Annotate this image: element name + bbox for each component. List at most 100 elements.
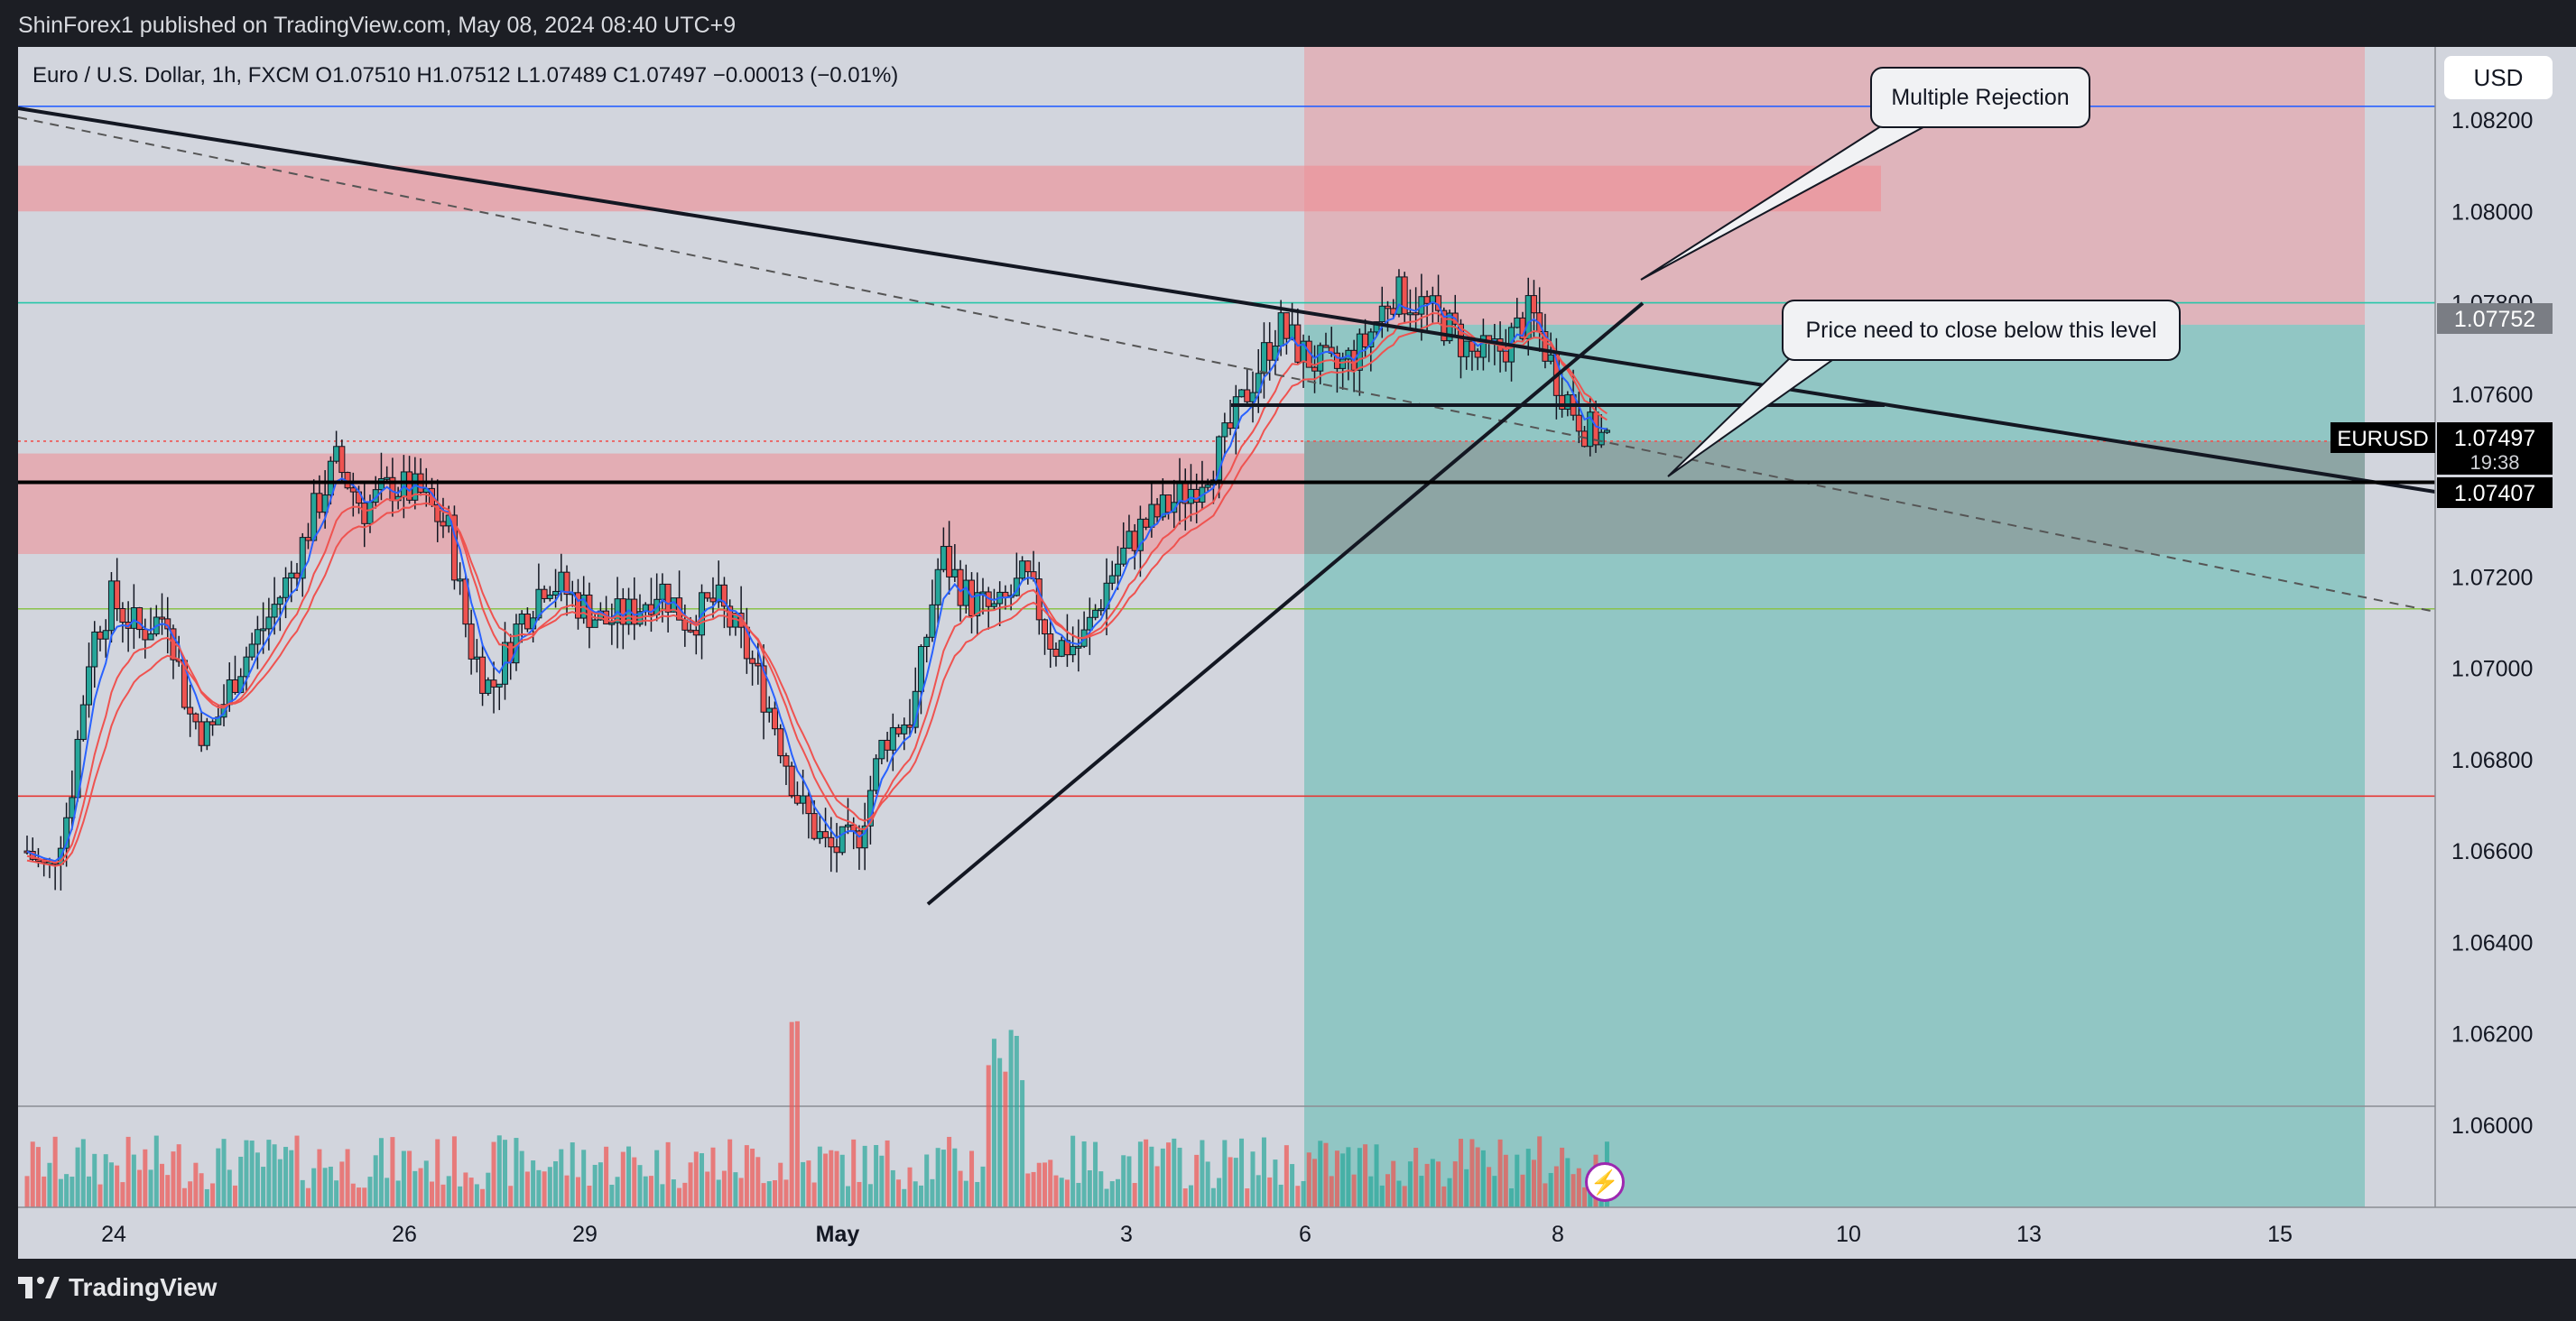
candle-body bbox=[552, 590, 560, 596]
candle-body bbox=[861, 825, 868, 849]
volume-bar bbox=[1200, 1140, 1205, 1207]
candle-body bbox=[659, 583, 666, 600]
callout-close-below[interactable]: Price need to close below this level bbox=[1782, 300, 2181, 361]
volume-bar bbox=[1543, 1183, 1548, 1207]
volume-bar bbox=[362, 1187, 367, 1207]
candle-body bbox=[1108, 575, 1116, 584]
candle-body bbox=[304, 537, 311, 541]
volume-bar bbox=[24, 1176, 30, 1207]
volume-bar bbox=[1098, 1171, 1104, 1207]
candle-body bbox=[755, 662, 762, 667]
volume-bar bbox=[311, 1168, 317, 1207]
volume-bar bbox=[755, 1157, 761, 1207]
volume-bar bbox=[1374, 1144, 1379, 1207]
candle-body bbox=[895, 726, 903, 734]
candle-body bbox=[485, 679, 492, 694]
volume-bar bbox=[997, 1058, 1003, 1207]
volume-bar bbox=[1469, 1139, 1475, 1207]
candle-body bbox=[450, 514, 458, 581]
volume-bar bbox=[294, 1135, 300, 1207]
volume-bar bbox=[153, 1135, 159, 1207]
candle-body bbox=[338, 446, 346, 474]
callout-multiple-rejection[interactable]: Multiple Rejection bbox=[1870, 67, 2090, 128]
volume-bar bbox=[969, 1150, 975, 1207]
price-tick-label: 1.08200 bbox=[2451, 108, 2533, 134]
candle-body bbox=[1457, 323, 1464, 357]
volume-bar bbox=[148, 1169, 153, 1207]
candle-body bbox=[800, 795, 807, 804]
volume-bar bbox=[1154, 1166, 1160, 1207]
axes-layer: 1.082001.080001.078001.076001.072001.070… bbox=[18, 47, 2576, 1259]
candle-body bbox=[1603, 430, 1610, 433]
volume-bar bbox=[648, 1176, 653, 1207]
tradingview-brand[interactable]: TradingView bbox=[18, 1270, 217, 1306]
candle-body bbox=[473, 656, 480, 660]
candle-body bbox=[299, 537, 306, 579]
volume-bar bbox=[1340, 1153, 1346, 1207]
volume-bar bbox=[862, 1145, 867, 1207]
volume-bar bbox=[131, 1154, 136, 1207]
candle-body bbox=[187, 707, 194, 715]
candle-body bbox=[1311, 366, 1319, 372]
lightning-icon[interactable]: ⚡ bbox=[1585, 1162, 1625, 1202]
volume-bar bbox=[165, 1175, 171, 1207]
volume-bar bbox=[1025, 1173, 1031, 1207]
candle-body bbox=[856, 830, 863, 849]
price-tick-label: 1.07600 bbox=[2451, 383, 2533, 408]
volume-bar bbox=[1553, 1166, 1559, 1207]
candle-body bbox=[1266, 342, 1274, 361]
candle-body bbox=[400, 471, 407, 497]
ema-fast-line bbox=[26, 300, 1608, 863]
candle-body bbox=[310, 493, 318, 541]
support-zone bbox=[18, 453, 1304, 554]
upper-level-tag bbox=[2437, 303, 2553, 334]
volume-bar bbox=[575, 1177, 580, 1207]
volume-bar bbox=[204, 1188, 209, 1207]
volume-bar bbox=[738, 1178, 744, 1207]
candle-body bbox=[86, 666, 93, 706]
volume-bar bbox=[1267, 1177, 1273, 1207]
volume-bar bbox=[935, 1148, 941, 1207]
volume-bar bbox=[907, 1167, 913, 1207]
currency-button[interactable]: USD bbox=[2444, 56, 2553, 99]
volume-bar bbox=[1487, 1167, 1492, 1207]
candle-body bbox=[231, 679, 238, 693]
volume-bar bbox=[1391, 1160, 1396, 1207]
volume-bar bbox=[1245, 1188, 1250, 1207]
volume-bar bbox=[879, 1155, 885, 1207]
candle-body bbox=[1474, 350, 1481, 358]
volume-bar bbox=[1053, 1175, 1059, 1207]
volume-bar bbox=[773, 1180, 778, 1207]
price-tick-label: 1.06800 bbox=[2451, 748, 2533, 773]
volume-bar bbox=[1290, 1164, 1295, 1207]
time-axis-bg bbox=[18, 1207, 2576, 1259]
volume-bar bbox=[620, 1151, 625, 1207]
candle-body bbox=[929, 604, 936, 638]
volume-bar bbox=[857, 1181, 862, 1207]
volume-bar bbox=[924, 1154, 930, 1207]
volume-bar bbox=[710, 1147, 716, 1207]
candle-body bbox=[1193, 488, 1200, 503]
candle-body bbox=[917, 646, 924, 692]
candle-body bbox=[1187, 488, 1194, 504]
candle-body bbox=[1092, 609, 1099, 618]
candle-body bbox=[951, 568, 959, 577]
volume-bar bbox=[531, 1160, 536, 1207]
volume-bar bbox=[958, 1170, 963, 1207]
volume-bar bbox=[52, 1136, 58, 1207]
volume-bar bbox=[700, 1153, 705, 1207]
volume-bar bbox=[632, 1157, 637, 1207]
volume-bar bbox=[1385, 1174, 1390, 1207]
candle-body bbox=[321, 494, 329, 513]
volume-bar bbox=[1059, 1178, 1064, 1207]
candle-body bbox=[1413, 312, 1420, 316]
volume-bar bbox=[1048, 1159, 1053, 1207]
candle-body bbox=[1514, 317, 1521, 328]
volume-bar bbox=[115, 1165, 120, 1207]
callout-text: Multiple Rejection bbox=[1891, 84, 2070, 110]
candle-body bbox=[1575, 414, 1582, 432]
candle-body bbox=[765, 707, 773, 713]
volume-bar bbox=[1520, 1174, 1525, 1207]
candle-body bbox=[288, 572, 295, 578]
